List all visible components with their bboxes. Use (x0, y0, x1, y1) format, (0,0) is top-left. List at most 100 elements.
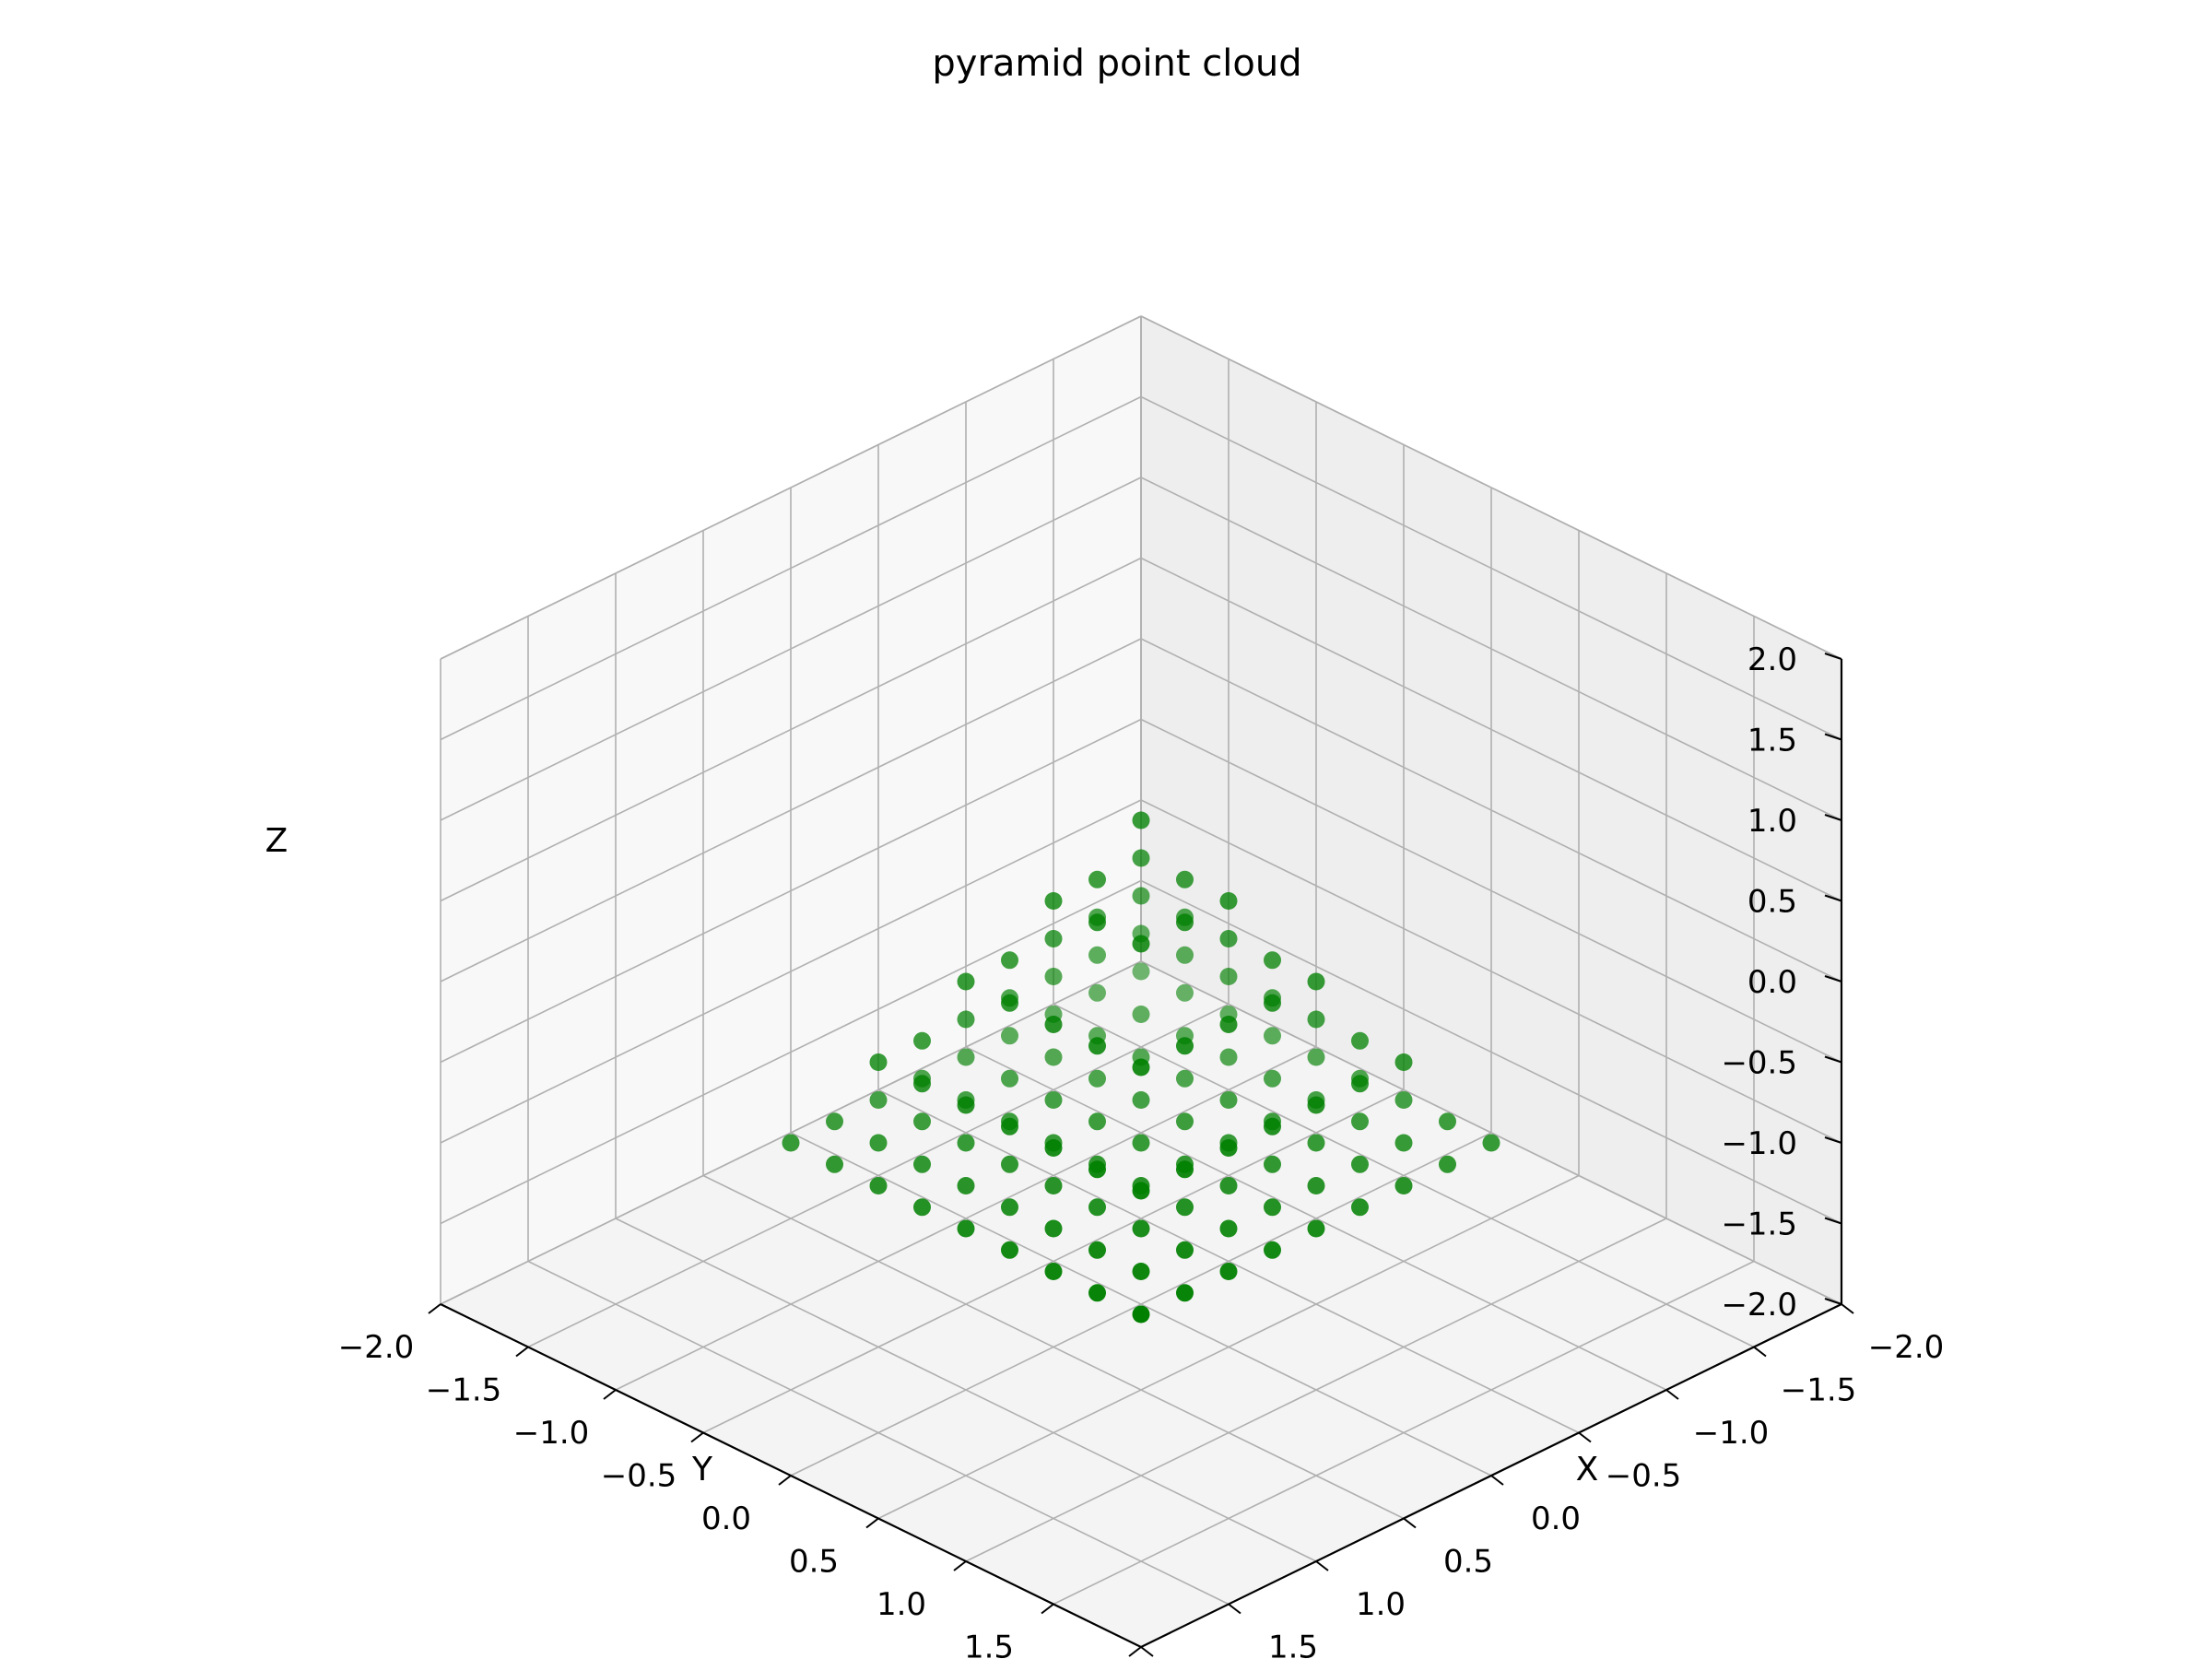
data-point (1132, 887, 1150, 905)
data-point (1088, 1198, 1106, 1217)
data-point (1132, 811, 1150, 830)
data-point (1088, 870, 1106, 888)
data-point (1044, 968, 1063, 985)
x-tick (1841, 1303, 1854, 1314)
data-point (1088, 1112, 1106, 1131)
y-tick-label: 1.5 (964, 1630, 1014, 1659)
x-tick-label: −1.0 (1693, 1415, 1770, 1452)
z-tick (1824, 1217, 1842, 1225)
y-tick-label: −1.5 (426, 1372, 502, 1409)
data-point (1001, 994, 1018, 1012)
z-tick (1824, 1136, 1842, 1144)
y-tick-label: 0.0 (701, 1500, 751, 1537)
z-tick (1824, 894, 1842, 902)
y-tick-label: −1.0 (513, 1415, 590, 1452)
data-point (1394, 1091, 1413, 1109)
x-axis-label: X (1576, 1451, 1599, 1488)
data-point (1219, 1048, 1238, 1066)
data-point (1001, 1155, 1018, 1173)
data-point (1001, 1069, 1018, 1088)
data-point (1176, 1284, 1194, 1302)
z-tick (1824, 653, 1842, 660)
data-point (957, 1010, 975, 1029)
y-tick (515, 1346, 529, 1358)
data-point (1044, 892, 1063, 910)
data-point (957, 1096, 975, 1114)
x-tick-label: 1.0 (1356, 1586, 1406, 1623)
data-point (1088, 913, 1106, 932)
data-point (957, 1177, 975, 1194)
data-point (1132, 849, 1150, 867)
data-point (869, 1177, 888, 1194)
data-point (1132, 1134, 1150, 1152)
y-axis-label: Y (691, 1451, 713, 1488)
data-point (1132, 1305, 1150, 1324)
x-tick-label: −1.5 (1781, 1372, 1857, 1409)
data-point (1001, 1241, 1018, 1259)
data-point (913, 1031, 931, 1050)
y-tick (1041, 1603, 1054, 1615)
wall-gridline-z-left (1140, 638, 1842, 982)
data-points (782, 811, 1500, 1324)
data-point (782, 1134, 800, 1152)
x-tick (1578, 1431, 1592, 1443)
data-point (869, 1134, 888, 1152)
data-point (1307, 972, 1325, 991)
data-point (1001, 1198, 1018, 1217)
y-tick (428, 1303, 441, 1314)
data-point (1001, 951, 1018, 970)
data-point (1351, 1075, 1369, 1093)
data-point (1307, 1048, 1325, 1066)
data-point (1264, 1241, 1281, 1259)
data-point (1088, 946, 1106, 964)
x-tick (1403, 1517, 1417, 1529)
data-point (957, 972, 975, 991)
data-point (1132, 935, 1150, 953)
wall-gridline-z-left (1140, 477, 1842, 821)
data-point (1482, 1134, 1500, 1152)
data-point (1219, 1219, 1238, 1238)
z-axis-label: Z (265, 822, 288, 860)
z-tick (1824, 975, 1842, 982)
data-point (1264, 1117, 1281, 1135)
z-tick (1824, 733, 1842, 741)
data-point (1264, 951, 1281, 970)
data-point (1176, 1198, 1194, 1217)
data-point (1219, 1177, 1238, 1194)
data-point (957, 1219, 975, 1238)
data-point (1088, 1284, 1106, 1302)
floor-gridline-y (1053, 1260, 1755, 1606)
top-left-edge (1140, 315, 1842, 660)
z-tick-label: 2.0 (1747, 641, 1797, 678)
data-point (1044, 1263, 1063, 1280)
data-point (1264, 1027, 1281, 1045)
data-point (1219, 930, 1238, 947)
data-point (1351, 1112, 1369, 1131)
y-tick (690, 1431, 704, 1443)
data-point (1219, 1016, 1238, 1033)
data-point (1351, 1031, 1369, 1050)
data-point (1307, 1177, 1325, 1194)
data-point (1394, 1053, 1413, 1071)
data-point (1044, 1219, 1063, 1238)
data-point (1176, 1069, 1194, 1088)
data-point (1132, 1091, 1150, 1109)
x-tick (1140, 1646, 1154, 1657)
x-tick (1490, 1475, 1504, 1486)
data-point (1132, 1058, 1150, 1077)
data-point (1176, 1241, 1194, 1259)
chart-title: pyramid point cloud (932, 42, 1301, 85)
floor-gridline-x (527, 1260, 1230, 1606)
data-point (1044, 1016, 1063, 1033)
y-tick (1128, 1646, 1142, 1657)
z-tick-label: −2.0 (1721, 1287, 1797, 1324)
x-tick (1665, 1389, 1679, 1400)
data-point (1044, 1091, 1063, 1109)
data-point (913, 1075, 931, 1093)
x-tick-label: −0.5 (1606, 1458, 1682, 1495)
data-point (1001, 1117, 1018, 1135)
data-point (1439, 1155, 1456, 1173)
data-point (1176, 946, 1194, 964)
x-tick (1753, 1346, 1767, 1358)
